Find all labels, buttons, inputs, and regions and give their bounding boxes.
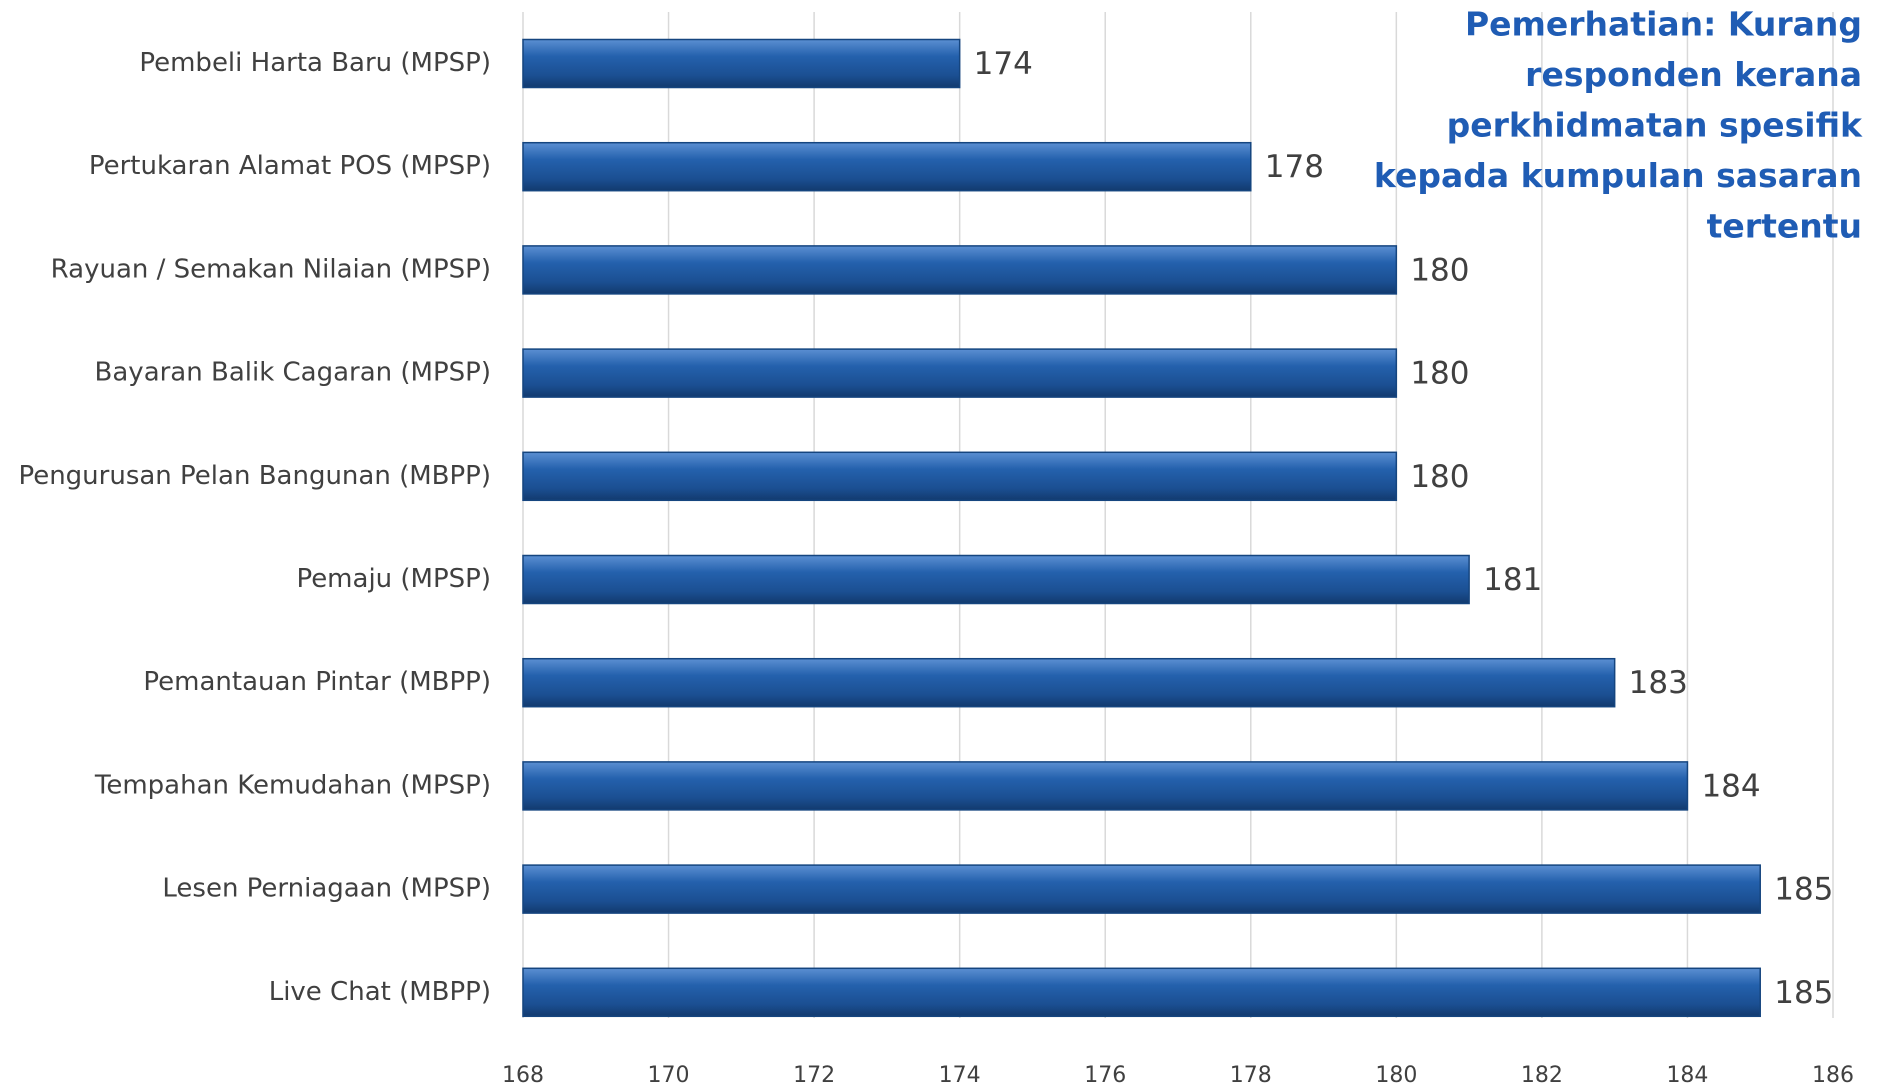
- bar: [522, 245, 1398, 295]
- value-label: 185: [1774, 975, 1833, 1011]
- x-tick-label: 176: [1084, 1063, 1126, 1088]
- bar: [522, 451, 1398, 502]
- x-tick-label: 170: [648, 1063, 690, 1088]
- y-tick-label: Pemantauan Pintar (MBPP): [143, 667, 491, 697]
- x-tick-label: 178: [1230, 1063, 1272, 1088]
- bar: [522, 38, 961, 89]
- x-tick-label: 182: [1521, 1063, 1563, 1088]
- y-tick-label: Tempahan Kemudahan (MPSP): [94, 770, 491, 800]
- value-label: 180: [1410, 252, 1469, 288]
- bar: [522, 761, 1689, 811]
- y-tick-label: Pembeli Harta Baru (MPSP): [139, 48, 491, 78]
- labels: 168 170 172 174 176 178 180 182 184 186 Pembeli Ha…: [18, 5, 1863, 1089]
- bar: [522, 967, 1761, 1018]
- value-label: 180: [1410, 459, 1469, 495]
- value-label: 174: [974, 46, 1033, 82]
- x-tick-label: 174: [939, 1063, 981, 1088]
- bar: [522, 864, 1761, 914]
- bars: [522, 38, 1761, 1018]
- y-tick-label: Pertukaran Alamat POS (MPSP): [89, 151, 491, 181]
- value-label: 185: [1774, 872, 1833, 908]
- annotation: perkhidmatan spesifik: [1447, 106, 1863, 145]
- y-tick-label: Live Chat (MBPP): [269, 977, 491, 1007]
- x-tick-label: 184: [1666, 1063, 1708, 1088]
- x-tick-label: 180: [1375, 1063, 1417, 1088]
- value-label: 184: [1701, 768, 1760, 804]
- y-tick-label: Pengurusan Pelan Bangunan (MBPP): [18, 461, 491, 491]
- value-label: 178: [1265, 149, 1324, 185]
- annotation: kepada kumpulan sasaran: [1374, 156, 1862, 195]
- bar: [522, 348, 1398, 398]
- bar: [522, 141, 1252, 192]
- x-tick-label: 172: [793, 1063, 835, 1088]
- y-tick-label: Lesen Perniagaan (MPSP): [162, 874, 491, 904]
- value-label: 183: [1629, 665, 1688, 701]
- annotation: tertentu: [1707, 207, 1862, 246]
- y-tick-label: Bayaran Balik Cagaran (MPSP): [95, 358, 491, 388]
- bar: [522, 554, 1470, 605]
- x-tick-label: 168: [502, 1063, 544, 1088]
- x-tick-label: 186: [1812, 1063, 1854, 1088]
- value-label: 181: [1483, 562, 1542, 598]
- value-label: 180: [1410, 356, 1469, 392]
- bar: [522, 657, 1616, 708]
- y-tick-label: Rayuan / Semakan Nilaian (MPSP): [51, 254, 491, 284]
- y-tick-label: Pemaju (MPSP): [296, 564, 491, 594]
- annotation: responden kerana: [1525, 55, 1862, 94]
- annotation: Pemerhatian: Kurang: [1465, 5, 1862, 44]
